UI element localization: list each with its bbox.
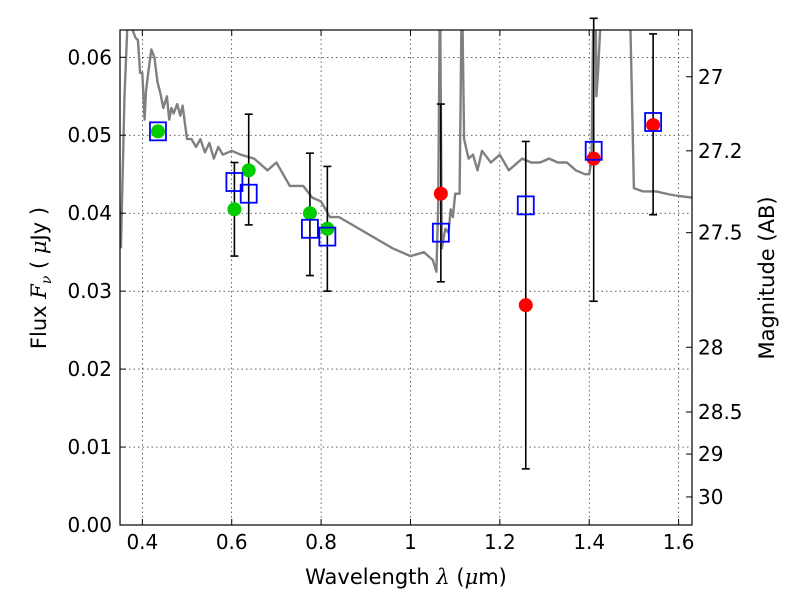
model-flux-square [149,121,167,142]
x-tick-label: 1.6 [663,530,695,554]
optical-flux-point [302,206,317,221]
y-tick-label: 0.04 [67,201,112,225]
y2-tick-label: 29 [698,442,723,466]
optical-flux-point [150,124,165,139]
x-label-lambda: λ [435,565,449,589]
y2-tick-label: 27.5 [698,221,743,245]
template-spectrum-layer [120,30,692,273]
y-tick-label: 0.00 [67,513,112,537]
y-tick-label: 0.02 [67,357,112,381]
infrared-flux-point [433,186,448,201]
y2-tick-label: 30 [698,485,723,509]
x-label-mu: μ [465,565,479,589]
model-flux-square [239,183,258,204]
optical-flux-point [241,163,256,178]
x-tick-label: 0.8 [305,530,337,554]
x-label-unit: m) [478,565,507,589]
y-tick-label: 0.01 [67,435,112,459]
y-label-paren: ( [27,254,51,276]
y-label-close: ) [27,207,51,222]
x-tick-label: 1.4 [573,530,605,554]
y-tick-label: 0.06 [67,45,112,69]
y-label-unit: Jy [27,222,51,243]
y-label-pre: Flux [27,299,51,349]
y-label-mu: μ [27,240,51,254]
model-flux-square [431,222,450,243]
y-tick-label: 0.05 [67,123,112,147]
y2-tick-label: 28 [698,335,723,359]
infrared-flux-point [518,298,533,313]
model-flux-square [225,172,244,192]
x-label-text: Wavelength [305,565,436,589]
plot-frame [119,29,693,526]
model-flux-square [318,226,337,247]
x-tick-label: 0.4 [126,530,158,554]
template-spectrum-line [120,30,692,273]
infrared-flux-point [646,118,661,133]
y-label-f: F [27,283,51,300]
x-label-paren: ( [450,565,465,589]
x-tick-label: 1 [404,530,417,554]
optical-flux-point [320,221,335,236]
markers-layer [149,17,663,470]
x-tick-label: 1.2 [484,530,516,554]
model-flux-square [516,195,535,216]
y2-axis-label: Magnitude (AB) [755,196,779,359]
y2-tick-label: 27 [698,65,723,89]
x-tick-label: 0.6 [216,530,248,554]
y2-tick-label: 27.2 [698,139,743,163]
y-tick-label: 0.03 [67,279,112,303]
x-axis-label: Wavelength λ (μm) [305,565,507,589]
optical-flux-point [227,202,242,217]
y-axis-label: Flux Fν ( μJy ) [27,207,55,349]
axes: 0.4 0.6 0.8 1 1.2 1.4 1.6 0.00 0.01 0.02 0.03 0.04 0… [67,30,743,554]
model-flux-square [301,218,319,239]
grid [120,30,692,525]
model-flux-square [644,112,663,132]
y-label-nu: ν [39,275,55,284]
y2-tick-label: 28.5 [698,400,743,424]
infrared-flux-point [586,151,601,166]
model-flux-square [584,140,603,161]
